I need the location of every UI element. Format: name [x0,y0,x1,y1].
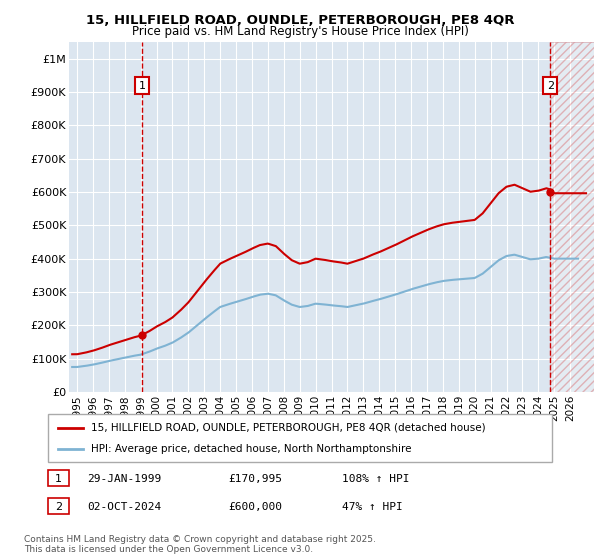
Text: 15, HILLFIELD ROAD, OUNDLE, PETERBOROUGH, PE8 4QR: 15, HILLFIELD ROAD, OUNDLE, PETERBOROUGH… [86,14,514,27]
Text: 47% ↑ HPI: 47% ↑ HPI [342,502,403,512]
Text: HPI: Average price, detached house, North Northamptonshire: HPI: Average price, detached house, Nort… [91,444,412,454]
Text: £600,000: £600,000 [228,502,282,512]
Text: 2: 2 [55,502,62,512]
Text: Price paid vs. HM Land Registry's House Price Index (HPI): Price paid vs. HM Land Registry's House … [131,25,469,38]
Text: 1: 1 [55,474,62,484]
Text: 108% ↑ HPI: 108% ↑ HPI [342,474,409,484]
Text: 15, HILLFIELD ROAD, OUNDLE, PETERBOROUGH, PE8 4QR (detached house): 15, HILLFIELD ROAD, OUNDLE, PETERBOROUGH… [91,423,485,433]
Text: 1: 1 [139,81,145,91]
Text: £170,995: £170,995 [228,474,282,484]
Text: Contains HM Land Registry data © Crown copyright and database right 2025.
This d: Contains HM Land Registry data © Crown c… [24,535,376,554]
Text: 02-OCT-2024: 02-OCT-2024 [87,502,161,512]
Bar [550,42,594,392]
Text: 29-JAN-1999: 29-JAN-1999 [87,474,161,484]
FancyBboxPatch shape [48,414,552,462]
Text: 2: 2 [547,81,554,91]
